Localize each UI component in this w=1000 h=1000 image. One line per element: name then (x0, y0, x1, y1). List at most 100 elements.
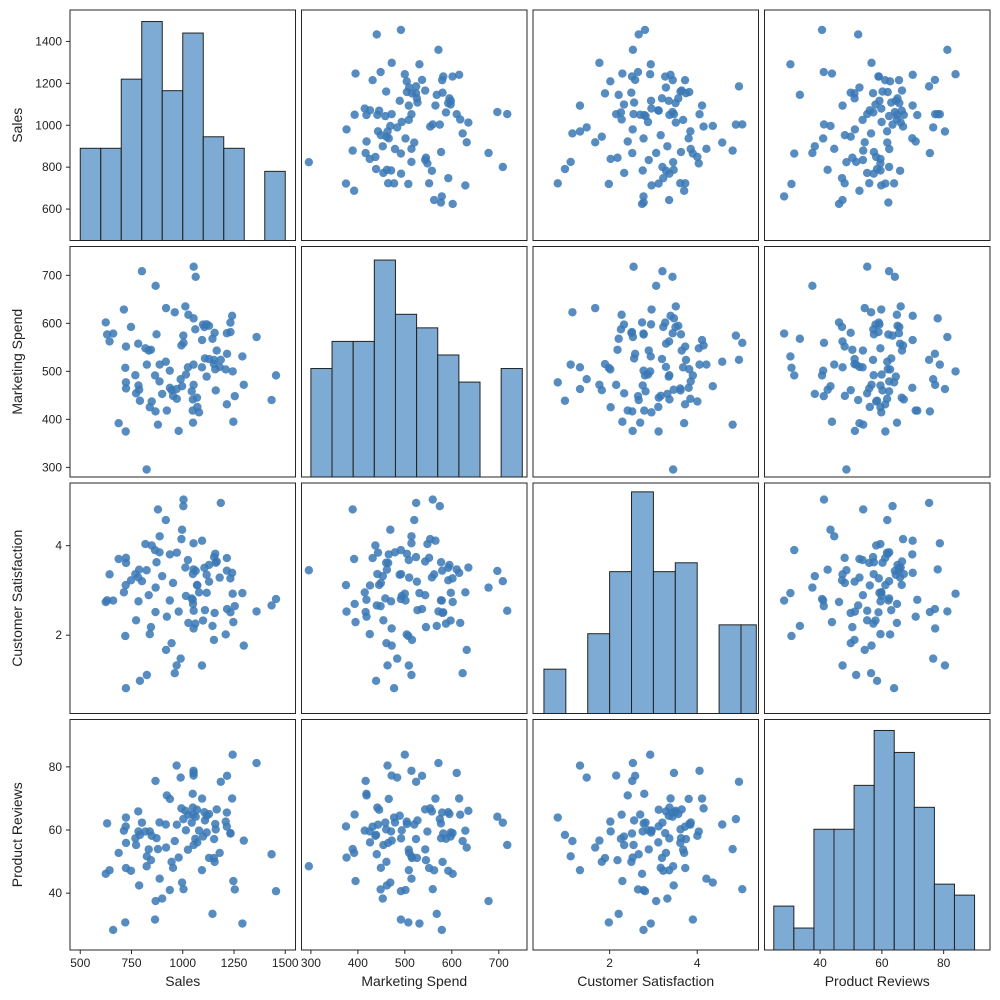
scatter-point (114, 419, 122, 427)
scatter-point (669, 158, 677, 166)
scatter-point (895, 99, 903, 107)
scatter-point (702, 145, 710, 153)
scatter-point (670, 314, 678, 322)
scatter-point (151, 371, 159, 379)
panel-3-2: 24Customer Satisfaction (533, 720, 759, 990)
scatter-point (444, 808, 452, 816)
scatter-point (449, 200, 457, 208)
scatter-point (893, 115, 901, 123)
scatter-point (405, 101, 413, 109)
scatter-point (361, 149, 369, 157)
scatter-point (499, 163, 507, 171)
scatter-point (122, 813, 130, 821)
scatter-point (134, 340, 142, 348)
scatter-point (413, 816, 421, 824)
scatter-point (728, 420, 736, 428)
scatter-point (176, 773, 184, 781)
scatter-point (437, 148, 445, 156)
scatter-point (842, 566, 850, 574)
scatter-point (342, 125, 350, 133)
x-tick-label: 60 (875, 956, 889, 970)
scatter-point (368, 554, 376, 562)
scatter-point (105, 570, 113, 578)
scatter-point (228, 367, 236, 375)
scatter-point (361, 588, 369, 596)
scatter-point (412, 835, 420, 843)
scatter-point (655, 806, 663, 814)
y-axis-label: Product Reviews (9, 782, 25, 887)
panel-frame (70, 720, 296, 951)
scatter-point (888, 502, 896, 510)
scatter-point (646, 70, 654, 78)
scatter-point (680, 849, 688, 857)
scatter-point (484, 583, 492, 591)
scatter-point (614, 910, 622, 918)
scatter-point (796, 335, 804, 343)
scatter-point (191, 813, 199, 821)
scatter-point (148, 832, 156, 840)
scatter-point (735, 82, 743, 90)
scatter-point (208, 910, 216, 918)
scatter-point (896, 573, 904, 581)
scatter-point (684, 134, 692, 142)
scatter-point (503, 607, 511, 615)
scatter-point (408, 854, 416, 862)
scatter-point (661, 829, 669, 837)
scatter-point (877, 408, 885, 416)
scatter-point (819, 134, 827, 142)
scatter-point (387, 827, 395, 835)
scatter-point (386, 526, 394, 534)
panel-2-1 (302, 483, 528, 714)
scatter-point (867, 59, 875, 67)
scatter-point (639, 166, 647, 174)
scatter-point (883, 516, 891, 524)
scatter-point (786, 352, 794, 360)
scatter-point (639, 198, 647, 206)
scatter-point (665, 196, 673, 204)
scatter-point (438, 858, 446, 866)
scatter-point (841, 392, 849, 400)
scatter-point (305, 566, 313, 574)
scatter-point (151, 282, 159, 290)
scatter-point (669, 465, 677, 473)
scatter-point (223, 350, 231, 358)
scatter-point (166, 550, 174, 558)
scatter-point (385, 550, 393, 558)
scatter-point (166, 596, 174, 604)
scatter-point (166, 886, 174, 894)
scatter-point (669, 862, 677, 870)
scatter-point (198, 537, 206, 545)
scatter-point (437, 558, 445, 566)
scatter-point (240, 641, 248, 649)
y-tick-label: 800 (42, 160, 62, 174)
scatter-point (162, 843, 170, 851)
hist-bar (834, 829, 854, 950)
scatter-point (790, 371, 798, 379)
scatter-point (628, 125, 636, 133)
scatter-point (132, 616, 140, 624)
scatter-point (431, 537, 439, 545)
scatter-point (177, 804, 185, 812)
scatter-point (823, 565, 831, 573)
scatter-point (121, 364, 129, 372)
scatter-point (859, 146, 867, 154)
scatter-point (449, 870, 457, 878)
scatter-point (630, 98, 638, 106)
scatter-point (396, 97, 404, 105)
scatter-point (174, 427, 182, 435)
panel-2-3 (765, 483, 991, 714)
scatter-point (728, 845, 736, 853)
scatter-point (120, 826, 128, 834)
scatter-point (195, 826, 203, 834)
scatter-point (229, 618, 237, 626)
scatter-point (595, 836, 603, 844)
scatter-point (222, 817, 230, 825)
scatter-point (647, 408, 655, 416)
scatter-point (890, 378, 898, 386)
scatter-point (351, 69, 359, 77)
scatter-point (136, 397, 144, 405)
scatter-point (179, 502, 187, 510)
scatter-point (403, 550, 411, 558)
scatter-point (654, 838, 662, 846)
scatter-point (582, 375, 590, 383)
